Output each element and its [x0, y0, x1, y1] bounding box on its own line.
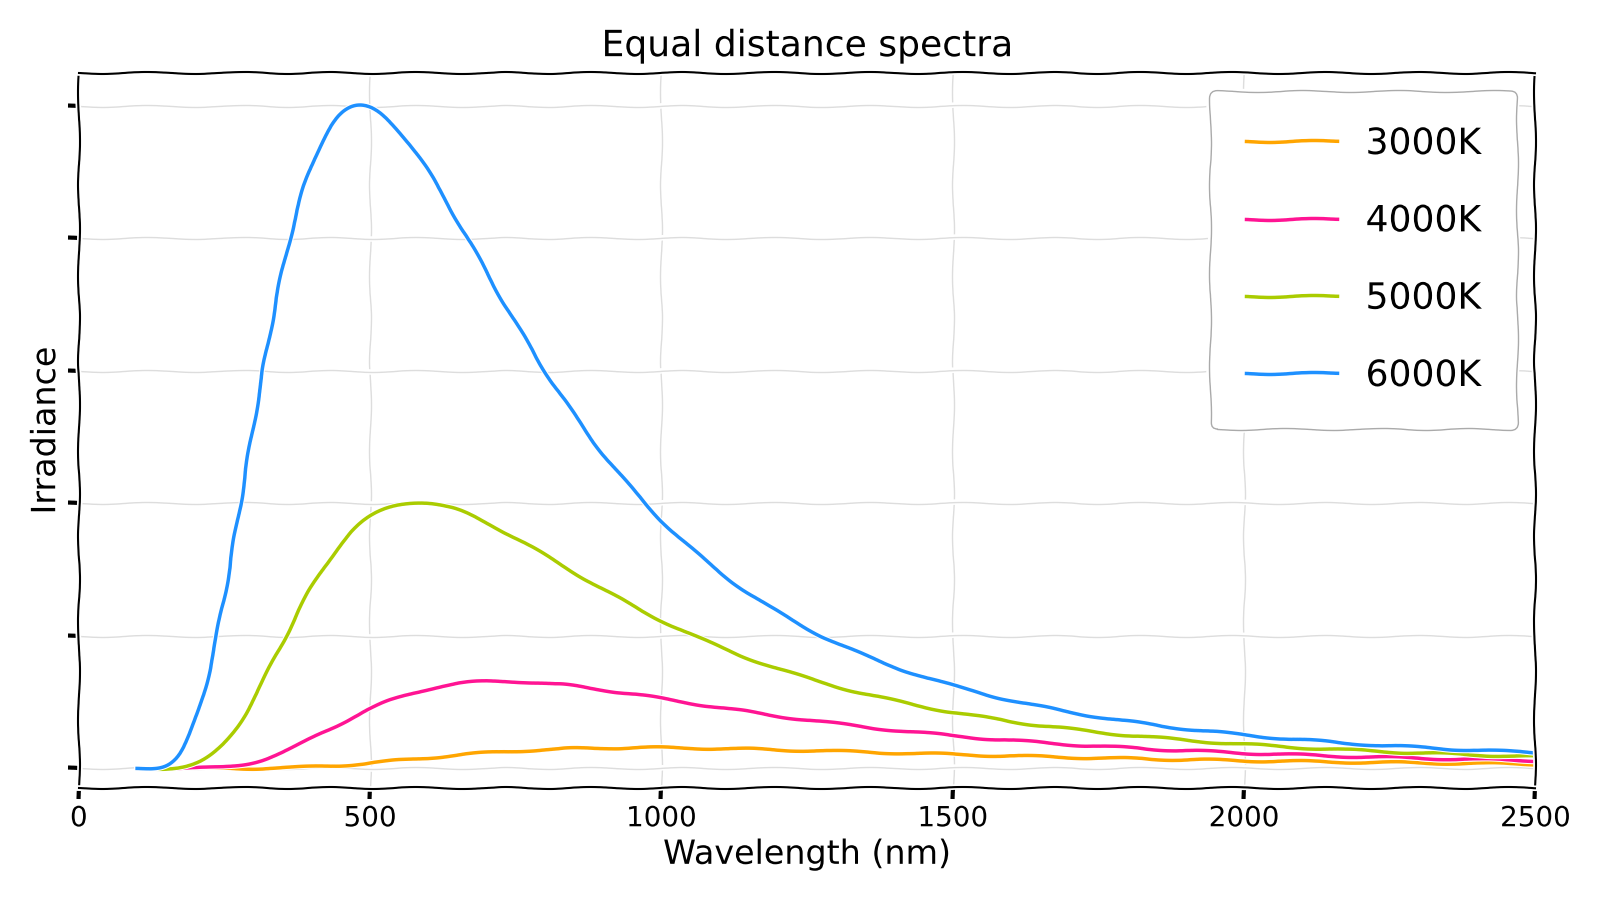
Line: 3000K: 3000K — [138, 748, 1536, 769]
6000K — [1229, 729, 1248, 740]
3000K — [808, 745, 827, 756]
4000K — [491, 676, 510, 687]
Legend: 3000K, 4000K, 5000K, 6000K: 3000K, 4000K, 5000K, 6000K — [1210, 91, 1517, 429]
6000K — [1486, 746, 1506, 757]
Line: 4000K: 4000K — [138, 681, 1536, 769]
5000K — [1229, 739, 1248, 750]
X-axis label: Wavelength (nm): Wavelength (nm) — [662, 838, 952, 871]
3000K — [632, 742, 651, 753]
5000K — [771, 664, 790, 675]
3000K — [1229, 755, 1248, 766]
6000K — [808, 628, 827, 639]
4000K — [1485, 754, 1504, 765]
5000K — [808, 676, 827, 687]
3000K — [771, 744, 790, 755]
6000K — [128, 763, 147, 774]
6000K — [1526, 747, 1546, 758]
4000K — [1229, 748, 1248, 759]
4000K — [1486, 754, 1506, 765]
6000K — [771, 608, 790, 619]
Y-axis label: Irradiance: Irradiance — [29, 346, 62, 515]
5000K — [198, 752, 218, 763]
5000K — [128, 763, 147, 774]
6000K — [350, 101, 370, 112]
3000K — [1526, 759, 1546, 769]
5000K — [1486, 750, 1506, 760]
Line: 6000K: 6000K — [138, 106, 1536, 769]
4000K — [808, 716, 827, 726]
4000K — [771, 711, 790, 722]
Line: 5000K: 5000K — [138, 502, 1536, 769]
3000K — [128, 763, 147, 774]
3000K — [1486, 759, 1506, 769]
3000K — [198, 763, 218, 774]
4000K — [198, 762, 218, 773]
5000K — [408, 497, 427, 508]
6000K — [1485, 745, 1504, 756]
3000K — [1485, 759, 1504, 769]
4000K — [128, 763, 147, 774]
Title: Equal distance spectra: Equal distance spectra — [602, 29, 1013, 63]
5000K — [1485, 750, 1504, 760]
5000K — [1526, 752, 1546, 762]
6000K — [198, 669, 218, 680]
4000K — [1526, 755, 1546, 766]
